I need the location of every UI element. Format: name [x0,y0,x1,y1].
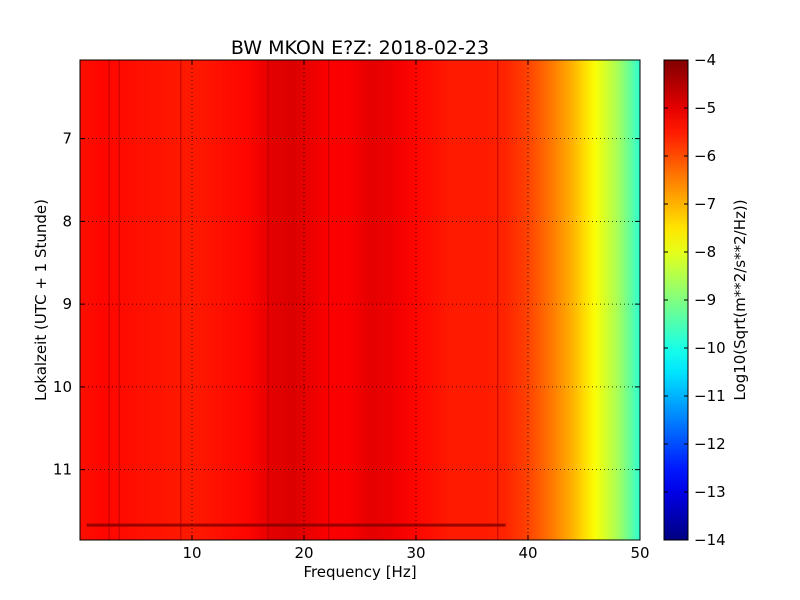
heatmap-vertical-lines [108,60,499,540]
x-tick-label: 10 [182,544,201,562]
plot-frame [79,59,641,541]
colorbar-tick-label: −6 [694,147,716,165]
colorbar-tick-label: −9 [694,291,716,309]
grid-lines [80,60,640,540]
colorbar-tick-label: −13 [694,483,726,501]
colorbar-tick-label: −5 [694,99,716,117]
colorbar-tick-label: −10 [694,339,726,357]
plot-area: 10 20 30 40 50 7 8 9 10 11 [53,59,650,562]
colorbar-tick-label: −12 [694,435,726,453]
x-tick-label: 50 [630,544,649,562]
colorbar-tick-label: −4 [694,51,716,69]
x-tick-label: 20 [294,544,313,562]
colorbar-tick-label: −14 [694,531,726,549]
y-axis-ticks: 7 8 9 10 11 [53,130,640,479]
x-tick-label: 40 [518,544,537,562]
colorbar: −4 −5 −6 −7 −8 −9 −10 −11 −12 −13 −14 Log10(Sqrt(m… [663,51,749,549]
colorbar-ticks: −4 −5 −6 −7 −8 −9 −10 −11 −12 −13 −14 [664,51,726,549]
colorbar-tick-label: −11 [694,387,726,405]
heatmap-background [80,60,640,540]
y-tick-label: 7 [62,130,72,148]
y-axis-label: Lokalzeit (UTC + 1 Stunde) [32,199,50,401]
y-tick-label: 8 [62,212,72,230]
x-axis-label: Frequency [Hz] [303,563,416,581]
chart-title: BW MKON E?Z: 2018-02-23 [231,37,489,59]
y-tick-label: 10 [53,378,72,396]
y-tick-label: 11 [53,461,72,479]
x-axis-ticks: 10 20 30 40 50 [182,60,650,562]
y-tick-label: 9 [62,295,72,313]
x-tick-label: 30 [406,544,425,562]
colorbar-tick-label: −8 [694,243,716,261]
colorbar-tick-label: −7 [694,195,716,213]
colorbar-label: Log10(Sqrt(m**2/s**2/Hz)) [731,199,749,400]
